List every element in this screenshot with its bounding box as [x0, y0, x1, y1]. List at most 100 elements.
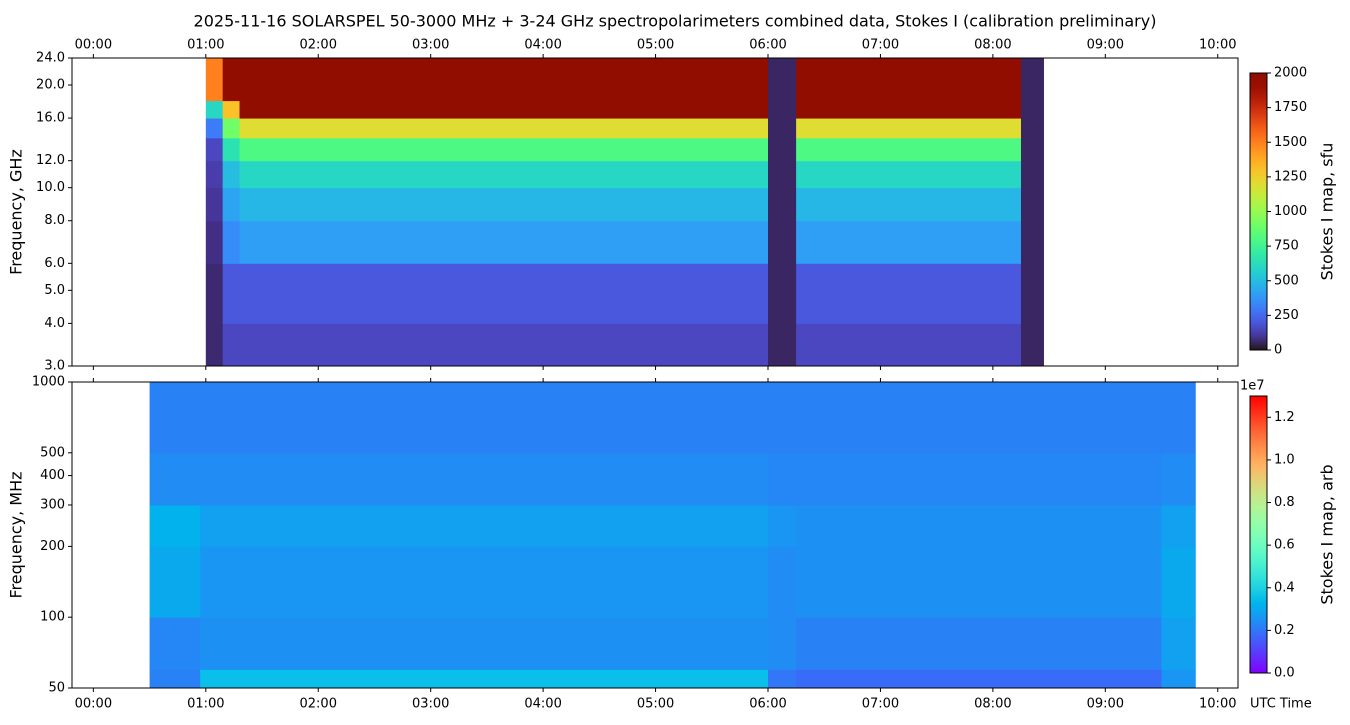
y-tick-label: 400 [40, 468, 65, 483]
heatmap-cell [239, 220, 769, 264]
heatmap-cell [1020, 220, 1044, 264]
heatmap-cell [222, 323, 241, 367]
x-tick-label: 09:00 [1087, 38, 1124, 53]
heatmap-cell [1020, 58, 1044, 102]
y-tick-label: 50 [48, 681, 65, 696]
heatmap-cell [239, 263, 769, 324]
heatmap-cell [796, 58, 1022, 102]
heatmap-cell [768, 58, 797, 102]
colorbar-tick-label: 500 [1274, 273, 1299, 288]
heatmap-cell [768, 160, 797, 189]
colorbar-tick-label: 1.0 [1274, 452, 1295, 467]
heatmap-cell [1020, 137, 1044, 162]
y-tick-label: 500 [40, 445, 65, 460]
heatmap-cell [796, 617, 1163, 670]
heatmap-cell [200, 546, 769, 618]
x-tick-label: 03:00 [412, 38, 449, 53]
colorbar-tick-label: 750 [1274, 239, 1299, 254]
heatmap-cell [239, 137, 769, 162]
x-tick-label: 10:00 [1199, 697, 1236, 712]
heatmap-cell [149, 617, 201, 670]
x-tick-label: 04:00 [524, 697, 561, 712]
heatmap-cell [200, 504, 769, 547]
heatmap-cell [222, 118, 241, 139]
heatmap-cell [200, 452, 769, 506]
heatmap-cell [796, 137, 1022, 162]
heatmap-cell [205, 323, 224, 367]
x-tick-label: 09:00 [1087, 697, 1124, 712]
x-tick-label: 05:00 [637, 38, 674, 53]
colorbar-tick-label: 2000 [1274, 66, 1307, 81]
heatmap-cell [1161, 617, 1196, 670]
x-axis-label: UTC Time [1250, 697, 1312, 712]
heatmap-cell [796, 220, 1022, 264]
x-tick-label: 03:00 [412, 697, 449, 712]
y-tick-label: 300 [40, 497, 65, 512]
colorbar-tick-label: 250 [1274, 308, 1299, 323]
colorbar-tick-label: 1000 [1274, 204, 1307, 219]
heatmap-cell [222, 137, 241, 162]
colorbar-tick-label: 1500 [1274, 135, 1307, 150]
heatmap-cell [796, 100, 1022, 119]
heatmap-cell [149, 504, 201, 547]
heatmap-cell [205, 100, 224, 119]
heatmap-cell [796, 263, 1022, 324]
y-tick-label: 12.0 [36, 153, 65, 168]
colorbar-label: Stokes I map, sfu [1318, 143, 1337, 281]
heatmap-cell [239, 187, 769, 222]
heatmap-cell [768, 669, 797, 689]
y-tick-label: 20.0 [36, 78, 65, 93]
heatmap-cell [222, 220, 241, 264]
colorbar-label: Stokes I map, arb [1318, 464, 1337, 604]
y-tick-label: 16.0 [36, 111, 65, 126]
colorbar [1249, 395, 1268, 674]
y-tick-label: 5.0 [44, 283, 65, 298]
heatmap-cell [768, 382, 797, 454]
heatmap-cell [222, 263, 241, 324]
x-tick-label: 08:00 [974, 697, 1011, 712]
heatmap-cell [200, 669, 769, 689]
heatmap-cell [205, 118, 224, 139]
heatmap-cell [1020, 100, 1044, 119]
heatmap-cell [768, 263, 797, 324]
heatmap-cell [768, 187, 797, 222]
heatmap-cell [768, 100, 797, 119]
heatmap-cell [222, 160, 241, 189]
heatmap-cell [796, 118, 1022, 139]
heatmap-cell [796, 187, 1022, 222]
x-tick-label: 00:00 [75, 38, 112, 53]
colorbar-tick-label: 0 [1274, 343, 1282, 358]
colorbar-tick-label: 1250 [1274, 169, 1307, 184]
heatmap-cell [205, 137, 224, 162]
heatmap-cell [1161, 669, 1196, 689]
heatmap-cell [205, 187, 224, 222]
y-axis-label: Frequency, GHz [7, 149, 26, 275]
y-tick-label: 10.0 [36, 180, 65, 195]
heatmap-cell [768, 504, 797, 547]
heatmap-cell [1161, 382, 1196, 454]
y-tick-label: 24.0 [36, 51, 65, 66]
y-tick-label: 1000 [32, 375, 65, 390]
heatmap-cell [200, 382, 769, 454]
heatmap-cell [796, 669, 1163, 689]
x-tick-label: 04:00 [524, 38, 561, 53]
x-tick-label: 00:00 [75, 697, 112, 712]
heatmap-cell [222, 100, 241, 119]
heatmap-cell [1020, 160, 1044, 189]
heatmap-cell [1020, 118, 1044, 139]
heatmap-cell [149, 452, 201, 506]
y-tick-label: 200 [40, 539, 65, 554]
heatmap-cell [222, 187, 241, 222]
colorbar-tick-label: 0.6 [1274, 538, 1295, 553]
y-tick-label: 8.0 [44, 213, 65, 228]
x-tick-label: 01:00 [187, 38, 224, 53]
heatmap-cell [1020, 323, 1044, 367]
heatmap-cell [149, 546, 201, 618]
x-tick-label: 06:00 [749, 697, 786, 712]
heatmap-cell [1161, 452, 1196, 506]
colorbar-tick-label: 0.8 [1274, 495, 1295, 510]
y-tick-label: 6.0 [44, 256, 65, 271]
y-axis-label: Frequency, MHz [7, 471, 26, 598]
heatmap-cell [796, 323, 1022, 367]
